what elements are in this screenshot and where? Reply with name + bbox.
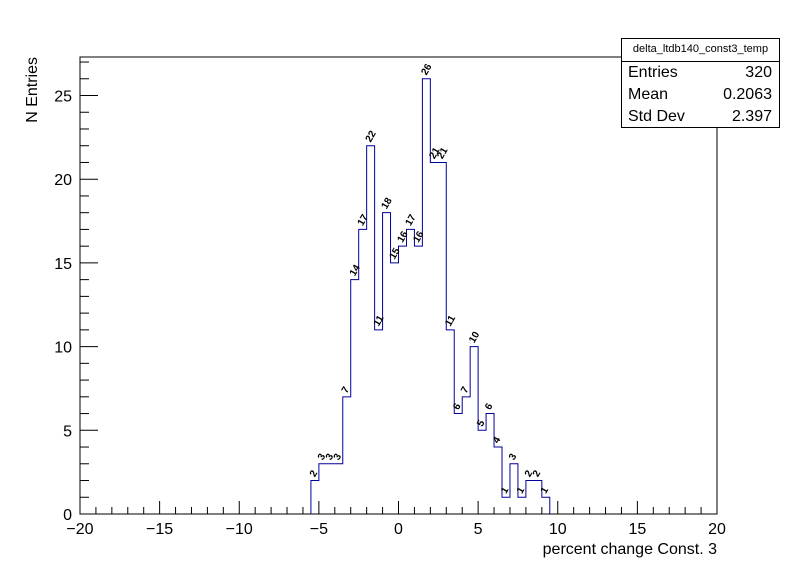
stats-box-title: delta_ltdb140_const3_temp bbox=[622, 39, 779, 62]
bin-count-label: 1 bbox=[539, 485, 552, 496]
x-tick-label: −20 bbox=[66, 521, 93, 538]
bin-count-label: 10 bbox=[467, 330, 482, 346]
bin-count-label: 16 bbox=[411, 229, 426, 245]
stats-row-entries: Entries 320 bbox=[622, 62, 779, 84]
bin-count-label: 3 bbox=[507, 452, 520, 463]
y-axis-label: N Entries bbox=[24, 57, 41, 123]
bin-count-label: 4 bbox=[491, 435, 504, 446]
bin-count-labels: 2333714172211181516171626212111671056413… bbox=[308, 62, 551, 496]
bin-count-label: 21 bbox=[427, 145, 442, 161]
bin-count-label: 26 bbox=[419, 62, 434, 78]
bin-count-label: 2 bbox=[531, 468, 544, 479]
y-tick-label: 20 bbox=[54, 172, 72, 189]
bin-count-label: 15 bbox=[388, 246, 403, 262]
stats-value: 0.2063 bbox=[723, 86, 772, 103]
stats-row-mean: Mean 0.2063 bbox=[622, 84, 779, 106]
y-tick-label: 0 bbox=[63, 507, 72, 524]
bin-count-label: 5 bbox=[475, 418, 488, 429]
x-tick-label: −5 bbox=[310, 521, 328, 538]
bin-count-label: 3 bbox=[316, 452, 329, 463]
bin-count-label: 3 bbox=[324, 452, 337, 463]
bin-count-label: 1 bbox=[499, 485, 512, 496]
bin-count-label: 14 bbox=[348, 263, 363, 279]
x-tick-label: 15 bbox=[628, 521, 646, 538]
bin-count-label: 11 bbox=[372, 313, 387, 328]
bin-count-label: 2 bbox=[308, 468, 321, 479]
bin-count-label: 22 bbox=[364, 129, 379, 145]
stats-label: Std Dev bbox=[628, 108, 685, 125]
stats-value: 2.397 bbox=[731, 108, 772, 125]
bin-count-label: 17 bbox=[356, 212, 371, 228]
stats-label: Mean bbox=[628, 86, 669, 103]
bin-count-label: 7 bbox=[340, 385, 353, 396]
bin-count-label: 11 bbox=[443, 313, 458, 328]
y-tick-label: 5 bbox=[63, 423, 72, 440]
bin-count-label: 21 bbox=[435, 145, 450, 161]
y-tick-label: 25 bbox=[54, 89, 72, 106]
histogram-outline bbox=[310, 78, 551, 514]
stats-value: 320 bbox=[745, 64, 772, 81]
axis-ticks bbox=[79, 61, 718, 515]
x-tick-label: −15 bbox=[146, 521, 173, 538]
bin-count-label: 6 bbox=[451, 401, 464, 412]
bin-count-label: 7 bbox=[459, 385, 472, 396]
bin-count-label: 6 bbox=[483, 401, 496, 412]
stats-label: Entries bbox=[628, 64, 678, 81]
stats-row-stddev: Std Dev 2.397 bbox=[622, 106, 779, 128]
x-tick-label: 0 bbox=[394, 521, 403, 538]
bin-count-label: 3 bbox=[332, 452, 345, 463]
x-tick-label: 10 bbox=[549, 521, 567, 538]
y-tick-label: 15 bbox=[54, 256, 72, 273]
x-axis-label: percent change Const. 3 bbox=[543, 541, 717, 558]
x-tick-label: −10 bbox=[226, 521, 253, 538]
stats-box: delta_ltdb140_const3_temp Entries 320 Me… bbox=[621, 38, 780, 128]
bin-count-label: 1 bbox=[515, 485, 528, 496]
bin-count-label: 2 bbox=[523, 468, 536, 479]
x-tick-label: 5 bbox=[474, 521, 483, 538]
bin-count-label: 16 bbox=[396, 229, 411, 245]
bin-count-label: 17 bbox=[404, 212, 419, 228]
bin-count-label: 18 bbox=[380, 196, 395, 212]
x-tick-label: 20 bbox=[708, 521, 726, 538]
y-tick-label: 10 bbox=[54, 340, 72, 357]
